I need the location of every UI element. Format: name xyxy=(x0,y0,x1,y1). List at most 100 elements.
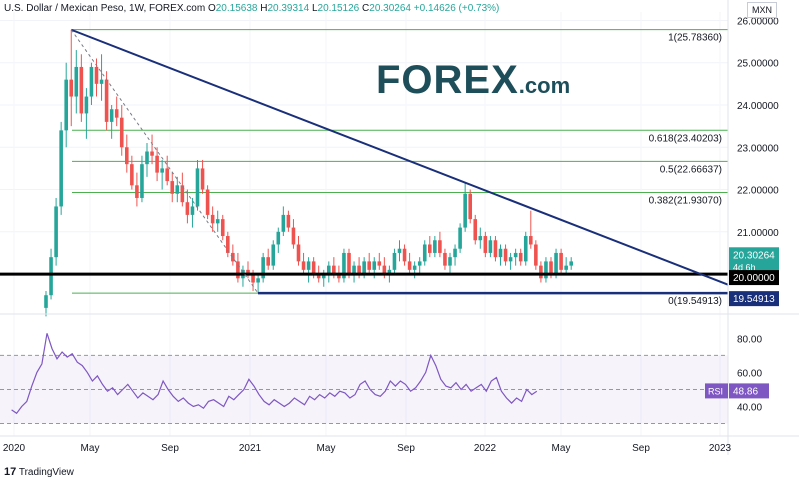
candle-body xyxy=(236,261,240,279)
candle-body xyxy=(286,214,291,228)
candle-body xyxy=(94,66,99,84)
candle-body xyxy=(508,257,513,262)
fib-label: 0.618(23.40203) xyxy=(649,133,722,144)
time-tick-label: 2023 xyxy=(709,443,732,454)
candle-body xyxy=(145,151,149,165)
candle-body xyxy=(215,219,220,224)
candle-body xyxy=(256,278,260,283)
candle-body xyxy=(261,257,265,279)
candle-body xyxy=(463,193,467,228)
candle-body xyxy=(503,248,508,262)
candle-body xyxy=(407,261,412,270)
candle-body xyxy=(387,269,392,275)
candle-body xyxy=(140,164,144,198)
candle-body xyxy=(428,244,432,253)
candle-body xyxy=(417,261,422,266)
candle-body xyxy=(332,265,336,275)
candle-body xyxy=(523,236,528,262)
rsi-line xyxy=(11,333,538,415)
candle-body xyxy=(483,236,488,253)
candle-body xyxy=(130,164,134,186)
fib-label: 1(25.78360) xyxy=(668,33,722,44)
candle-body xyxy=(185,202,190,215)
candle-body xyxy=(443,252,447,266)
candle-body xyxy=(226,236,230,253)
candle-body xyxy=(205,189,210,215)
candle-body xyxy=(59,130,63,207)
open-label: O xyxy=(207,3,216,14)
candle-body xyxy=(74,66,79,97)
countdown-label: 4d 6h xyxy=(733,262,756,272)
price-tick-label: 23.00000 xyxy=(737,143,779,154)
time-tick-label: May xyxy=(552,443,571,454)
candle-body xyxy=(316,274,321,279)
candle-body xyxy=(170,181,175,194)
candle-body xyxy=(150,151,154,156)
time-tick-label: 2020 xyxy=(3,443,26,454)
price-tick-label: 24.00000 xyxy=(737,101,779,112)
candle-body xyxy=(155,155,159,173)
candle-body xyxy=(493,240,498,258)
candle-body xyxy=(422,244,427,262)
candle-body xyxy=(478,236,483,241)
open-value: 20.15638 xyxy=(215,3,258,14)
candlestick-series xyxy=(44,29,573,317)
candle-body xyxy=(84,96,89,114)
price-tick-label: 25.00000 xyxy=(737,59,779,70)
candle-body xyxy=(357,265,361,275)
candle-body xyxy=(135,185,139,198)
rsi-tick-label: 60.00 xyxy=(737,368,762,379)
candle-body xyxy=(362,261,366,275)
time-tick-label: Sep xyxy=(397,443,415,454)
candle-body xyxy=(69,79,74,97)
tradingview-brand[interactable]: 17 TradingView xyxy=(4,466,74,478)
candle-body xyxy=(402,248,407,262)
support2-price-label-bg xyxy=(729,291,779,307)
trend-lines xyxy=(0,28,729,295)
candle-body xyxy=(99,79,104,84)
candle-body xyxy=(382,265,387,275)
time-tick-label: Sep xyxy=(161,443,179,454)
candle-body xyxy=(337,274,341,279)
rsi-tag-bg xyxy=(705,383,728,399)
forex-logo: FOREX.com xyxy=(376,58,570,103)
support-price-label: 20.00000 xyxy=(733,273,775,284)
candle-body xyxy=(377,261,382,266)
rsi-tick-label: 40.00 xyxy=(737,402,762,413)
candle-body xyxy=(327,265,331,275)
candle-body xyxy=(271,244,276,266)
candle-body xyxy=(352,265,356,275)
low-value: 20.15126 xyxy=(317,3,360,14)
candle-body xyxy=(220,219,225,237)
candle-body xyxy=(397,248,402,253)
logo-suffix: .com xyxy=(518,73,571,98)
rsi-tick-label: 80.00 xyxy=(737,334,762,345)
candle-body xyxy=(296,244,301,262)
candle-body xyxy=(281,214,286,232)
grid-lines xyxy=(0,12,728,436)
candle-body xyxy=(554,252,558,275)
candle-body xyxy=(539,265,543,279)
time-tick-label: 2022 xyxy=(474,443,497,454)
candle-body xyxy=(448,257,452,266)
candle-body xyxy=(165,168,169,182)
support-price-label-bg xyxy=(729,270,779,286)
candle-body xyxy=(473,219,478,241)
low-label: L xyxy=(311,3,318,14)
candle-body xyxy=(276,231,281,245)
close-label: C xyxy=(362,3,370,14)
candle-body xyxy=(347,252,351,275)
time-tick-label: May xyxy=(317,443,336,454)
candle-body xyxy=(104,79,109,122)
fib-label: 0.5(22.66637) xyxy=(660,164,722,175)
tradingview-label: TradingView xyxy=(18,467,74,478)
candle-body xyxy=(190,206,195,215)
candle-body xyxy=(549,261,553,275)
currency-button[interactable]: MXN xyxy=(747,2,777,18)
candle-body xyxy=(109,109,114,122)
candle-body xyxy=(266,257,270,266)
candle-body xyxy=(392,252,397,270)
support2-price-label: 19.54913 xyxy=(733,294,775,305)
time-tick-label: May xyxy=(81,443,100,454)
